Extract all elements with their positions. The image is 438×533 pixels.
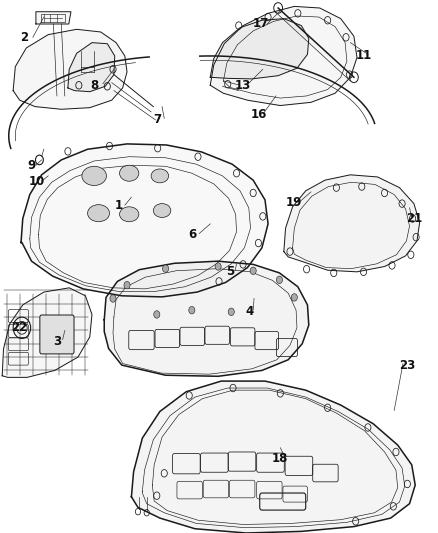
Text: 5: 5 bbox=[226, 265, 234, 278]
Text: 1: 1 bbox=[114, 199, 122, 212]
Text: 6: 6 bbox=[189, 228, 197, 241]
Polygon shape bbox=[2, 288, 92, 377]
Text: 9: 9 bbox=[28, 159, 35, 172]
Circle shape bbox=[291, 294, 297, 301]
Text: 8: 8 bbox=[90, 79, 98, 92]
Circle shape bbox=[124, 281, 130, 289]
Circle shape bbox=[228, 308, 234, 316]
Ellipse shape bbox=[82, 166, 106, 185]
Text: 4: 4 bbox=[246, 305, 254, 318]
Ellipse shape bbox=[120, 207, 139, 222]
Text: 17: 17 bbox=[252, 18, 269, 30]
Ellipse shape bbox=[151, 169, 169, 183]
Polygon shape bbox=[36, 12, 71, 24]
Text: 7: 7 bbox=[154, 114, 162, 126]
Polygon shape bbox=[131, 381, 415, 533]
Polygon shape bbox=[104, 261, 309, 376]
Circle shape bbox=[154, 311, 160, 318]
Circle shape bbox=[189, 306, 195, 314]
Text: 22: 22 bbox=[11, 321, 28, 334]
Polygon shape bbox=[284, 175, 420, 272]
Polygon shape bbox=[210, 6, 357, 106]
Ellipse shape bbox=[153, 204, 171, 217]
Text: 11: 11 bbox=[355, 50, 372, 62]
Polygon shape bbox=[13, 29, 127, 109]
Circle shape bbox=[110, 295, 116, 302]
Text: 10: 10 bbox=[29, 175, 46, 188]
Text: 3: 3 bbox=[53, 335, 61, 348]
Text: 19: 19 bbox=[285, 196, 302, 209]
Text: 2: 2 bbox=[20, 31, 28, 44]
Text: 16: 16 bbox=[250, 108, 267, 121]
Text: 21: 21 bbox=[406, 212, 422, 225]
Polygon shape bbox=[210, 19, 309, 79]
FancyBboxPatch shape bbox=[40, 315, 74, 354]
Text: 13: 13 bbox=[235, 79, 251, 92]
Circle shape bbox=[250, 267, 256, 274]
Polygon shape bbox=[68, 43, 115, 92]
Ellipse shape bbox=[120, 165, 139, 181]
Text: 18: 18 bbox=[272, 452, 289, 465]
Polygon shape bbox=[21, 144, 268, 297]
Circle shape bbox=[162, 265, 169, 272]
Circle shape bbox=[215, 263, 221, 270]
Circle shape bbox=[276, 276, 283, 284]
Text: 23: 23 bbox=[399, 359, 416, 372]
Ellipse shape bbox=[88, 205, 110, 222]
